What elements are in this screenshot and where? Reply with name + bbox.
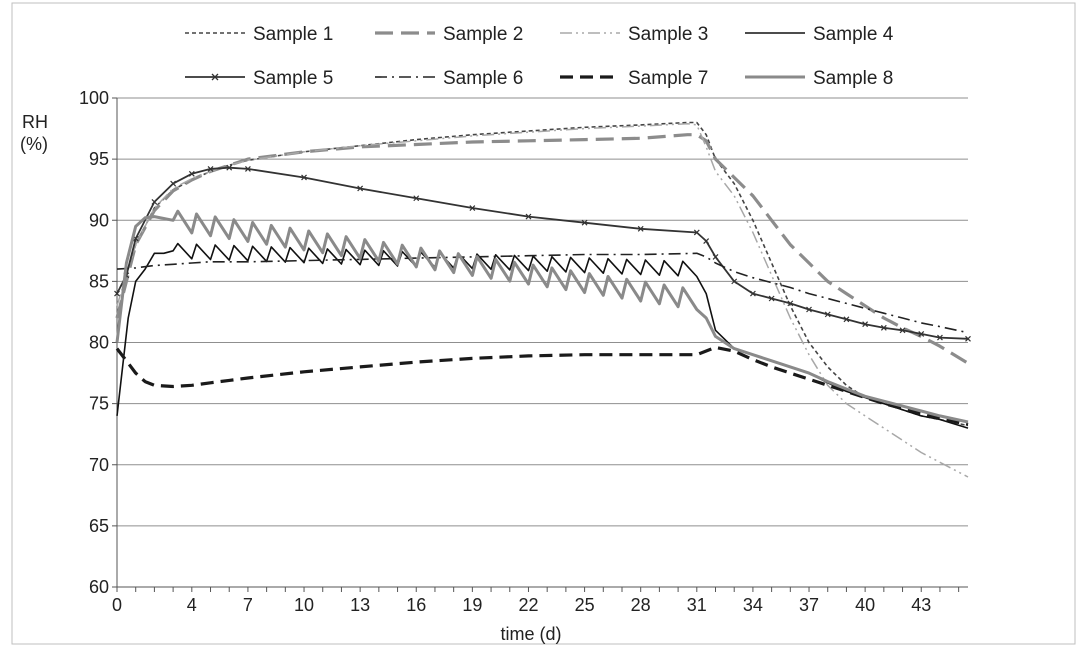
series-marker-sample-5 [703, 238, 710, 244]
legend: Sample 1 Sample 2 Sample 3 Sample 4 Sample 5… [185, 24, 894, 89]
chart-border [11, 2, 1076, 645]
legend-label-sample-1: Sample 1 [253, 24, 333, 45]
series-line-sample-4 [116, 242, 969, 429]
legend-label-sample-2: Sample 2 [443, 24, 523, 45]
x-tick-label-0: 0 [112, 595, 122, 615]
x-tick-label-22: 22 [518, 595, 538, 615]
x-tick-label-16: 16 [406, 595, 426, 615]
x-tick-label-13: 13 [350, 595, 370, 615]
y-tick-label-60: 60 [89, 577, 109, 597]
series-marker-sample-5 [581, 219, 588, 226]
legend-label-sample-3: Sample 3 [628, 24, 708, 45]
series-marker-sample-5 [151, 198, 158, 205]
series-line-sample-6 [116, 252, 969, 334]
legend-label-sample-8: Sample 8 [813, 68, 893, 89]
x-tick-label-4: 4 [187, 595, 197, 615]
series-marker-sample-5 [301, 174, 307, 181]
series-marker-sample-5 [937, 334, 943, 341]
y-axis-unit: (%) [20, 134, 48, 154]
x-tick-label-28: 28 [631, 595, 651, 615]
series-line-sample-3 [116, 122, 969, 478]
series-marker-sample-5 [787, 300, 794, 307]
series-marker-sample-5 [188, 170, 195, 177]
series-marker-sample-5 [693, 229, 700, 236]
series-marker-sample-5 [637, 225, 644, 232]
y-axis-title: RH [22, 112, 48, 132]
series-marker-sample-5 [357, 185, 364, 192]
series-marker-sample-5 [880, 324, 887, 331]
series-marker-sample-5 [413, 195, 420, 202]
series-marker-sample-5 [965, 335, 971, 342]
legend-label-sample-7: Sample 7 [628, 68, 708, 89]
legend-label-sample-4: Sample 4 [813, 24, 894, 45]
x-tick-label-34: 34 [743, 595, 763, 615]
series-line-sample-8 [115, 209, 969, 424]
series-line-sample-2 [115, 133, 969, 365]
series-marker-sample-5 [768, 295, 775, 302]
x-tick-label-25: 25 [575, 595, 595, 615]
x-tick-label-43: 43 [911, 595, 931, 615]
y-tick-label-95: 95 [89, 149, 109, 169]
series-marker-sample-5 [114, 290, 120, 297]
series-marker-sample-5 [170, 180, 177, 187]
x-tick-label-7: 7 [243, 595, 253, 615]
series-line-sample-5 [116, 166, 969, 340]
series-marker-sample-5 [824, 311, 831, 318]
y-tick-label-100: 100 [79, 88, 109, 108]
series-marker-sample-5 [749, 290, 756, 297]
series-marker-sample-5 [207, 165, 214, 172]
series-marker-sample-5 [731, 278, 738, 285]
series-marker-sample-5 [226, 164, 233, 171]
series-marker-sample-5 [806, 306, 812, 313]
y-tick-label-85: 85 [89, 271, 109, 291]
x-tick-label-40: 40 [855, 595, 875, 615]
legend-label-sample-6: Sample 6 [443, 68, 523, 89]
y-tick-label-75: 75 [89, 394, 109, 414]
legend-marker-sample-5 [211, 73, 219, 81]
x-tick-label-31: 31 [687, 595, 707, 615]
y-tick-label-90: 90 [89, 210, 109, 230]
x-axis-title: time (d) [500, 624, 561, 644]
legend-label-sample-5: Sample 5 [253, 68, 333, 89]
y-tick-label-70: 70 [89, 455, 109, 475]
series-marker-sample-5 [244, 165, 251, 172]
series-marker-sample-5 [899, 327, 906, 334]
series-marker-sample-5 [469, 205, 476, 211]
series-marker-sample-5 [918, 331, 925, 337]
series-lines [114, 121, 971, 478]
series-marker-sample-5 [712, 254, 719, 260]
y-tick-label-65: 65 [89, 516, 109, 536]
series-marker-sample-5 [862, 321, 869, 328]
series-marker-sample-5 [843, 316, 850, 323]
x-tick-label-37: 37 [799, 595, 819, 615]
series-marker-sample-5 [525, 213, 532, 220]
x-tick-label-19: 19 [462, 595, 482, 615]
y-tick-label-80: 80 [89, 333, 109, 353]
x-tick-label-10: 10 [294, 595, 314, 615]
